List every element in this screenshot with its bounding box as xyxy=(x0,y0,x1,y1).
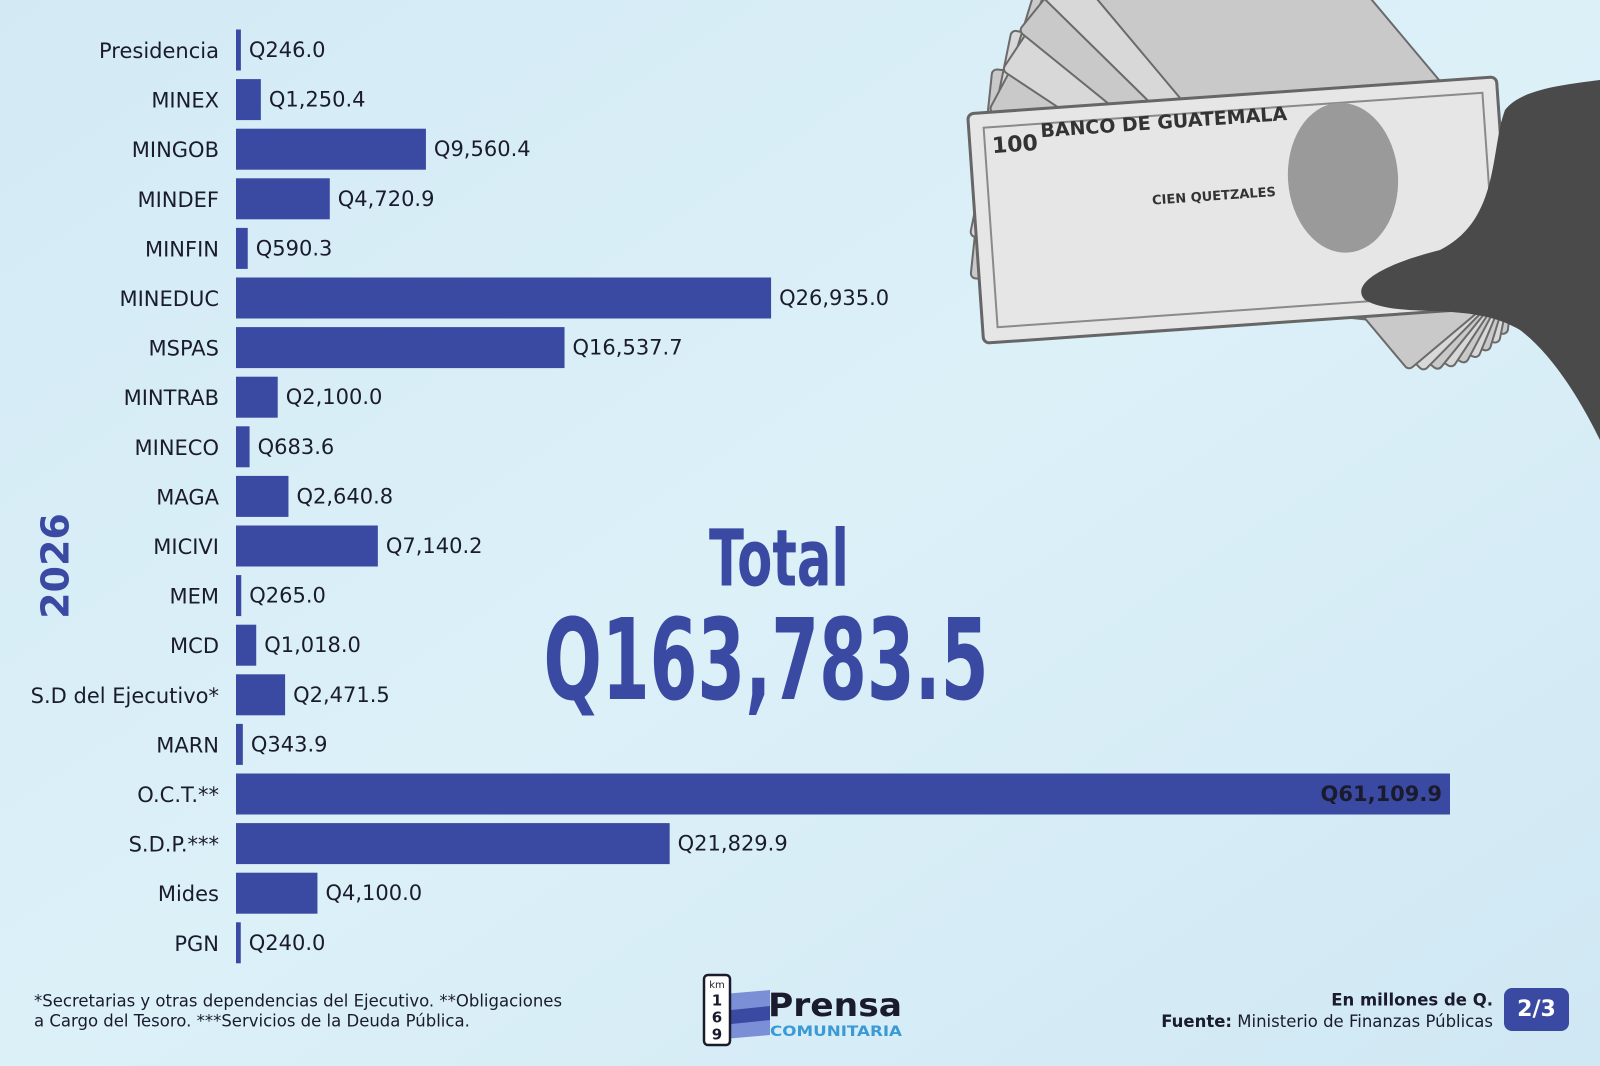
value-label: Q2,640.8 xyxy=(296,484,393,508)
bar xyxy=(236,376,278,418)
category-label: Presidencia xyxy=(99,39,219,63)
value-label: Q1,018.0 xyxy=(264,633,361,657)
category-label: MINGOB xyxy=(132,138,219,162)
value-label: Q7,140.2 xyxy=(386,534,483,558)
bar xyxy=(236,128,426,170)
value-label: Q9,560.4 xyxy=(434,137,531,161)
value-label: Q2,100.0 xyxy=(286,385,383,409)
source-label: Fuente: xyxy=(1161,1012,1232,1031)
value-label: Q4,100.0 xyxy=(325,881,422,905)
category-label: MINDEF xyxy=(137,188,219,212)
logo-name: Prensa xyxy=(768,986,902,1024)
value-label: Q61,109.9 xyxy=(1321,782,1442,806)
hand xyxy=(1361,80,1600,440)
category-label: Mides xyxy=(158,882,219,906)
category-label: MINECO xyxy=(135,436,219,460)
total-title: Total xyxy=(709,514,849,604)
value-label: Q1,250.4 xyxy=(269,88,366,112)
bar xyxy=(236,525,378,567)
bill-number: 100 xyxy=(991,131,1039,159)
category-label: MINFIN xyxy=(145,237,219,261)
bars: Presidencia Q246.0 MINEX Q1,250.4 MINGOB Q9,5… xyxy=(31,29,1450,964)
total-value: Q163,783.5 xyxy=(544,596,989,726)
value-label: Q240.0 xyxy=(249,931,326,955)
category-label: S.D del Ejecutivo* xyxy=(31,684,219,708)
logo: km 1 6 9 Prensa COMUNITARIA xyxy=(702,973,902,1047)
value-label: Q26,935.0 xyxy=(779,286,889,310)
source: Fuente: Ministerio de Finanzas Públicas xyxy=(1161,1012,1493,1031)
category-label: MINTRAB xyxy=(124,386,219,410)
value-label: Q343.9 xyxy=(251,732,328,756)
value-label: Q246.0 xyxy=(249,38,326,62)
units-note: En millones de Q. xyxy=(1331,991,1493,1010)
category-label: MSPAS xyxy=(149,337,219,361)
category-label: MINEX xyxy=(151,89,219,113)
bar xyxy=(236,79,261,121)
value-label: Q2,471.5 xyxy=(293,683,390,707)
page-badge xyxy=(1504,988,1569,1031)
bar xyxy=(236,674,286,716)
bar xyxy=(236,575,242,617)
km-digit: 9 xyxy=(712,1026,722,1044)
bill-portrait xyxy=(1287,102,1399,253)
value-label: Q265.0 xyxy=(249,584,326,608)
bar xyxy=(236,872,318,914)
bar xyxy=(236,922,241,964)
bar xyxy=(236,723,243,765)
km-sign xyxy=(702,973,732,1047)
bar xyxy=(236,773,1450,815)
bar xyxy=(236,327,565,369)
year-label: 2026 xyxy=(34,513,78,619)
category-label: MICIVI xyxy=(153,535,219,559)
value-label: Q4,720.9 xyxy=(338,187,435,211)
category-label: O.C.T.** xyxy=(137,783,219,807)
value-label: Q590.3 xyxy=(256,236,333,260)
value-label: Q683.6 xyxy=(258,435,335,459)
money-photo: BANCO DE GUATEMALA CIEN QUETZALES 100 xyxy=(966,0,1600,440)
bar xyxy=(236,277,772,319)
category-label: MAGA xyxy=(156,485,219,509)
bar xyxy=(236,29,241,71)
footnote: a Cargo del Tesoro. ***Servicios de la D… xyxy=(34,1012,470,1031)
bar xyxy=(236,475,289,517)
bar xyxy=(236,823,670,865)
category-label: MCD xyxy=(170,634,219,658)
bar xyxy=(236,178,330,220)
value-label: Q16,537.7 xyxy=(573,336,683,360)
value-label: Q21,829.9 xyxy=(678,832,788,856)
category-label: PGN xyxy=(174,932,219,956)
logo-sub: COMUNITARIA xyxy=(770,1024,902,1040)
km-digit: 1 xyxy=(712,992,722,1010)
category-label: MEM xyxy=(169,585,219,609)
footnote: *Secretarias y otras dependencias del Ej… xyxy=(34,992,562,1011)
category-label: S.D.P.*** xyxy=(129,833,219,857)
page-number: 2/3 xyxy=(1517,997,1556,1022)
bar xyxy=(236,426,250,468)
category-label: MINEDUC xyxy=(120,287,220,311)
category-label: MARN xyxy=(156,733,219,757)
km-label: km xyxy=(709,980,725,991)
bar xyxy=(236,624,257,666)
bar xyxy=(236,227,248,269)
source-name: Ministerio de Finanzas Públicas xyxy=(1237,1012,1493,1031)
km-digit: 6 xyxy=(712,1009,722,1027)
